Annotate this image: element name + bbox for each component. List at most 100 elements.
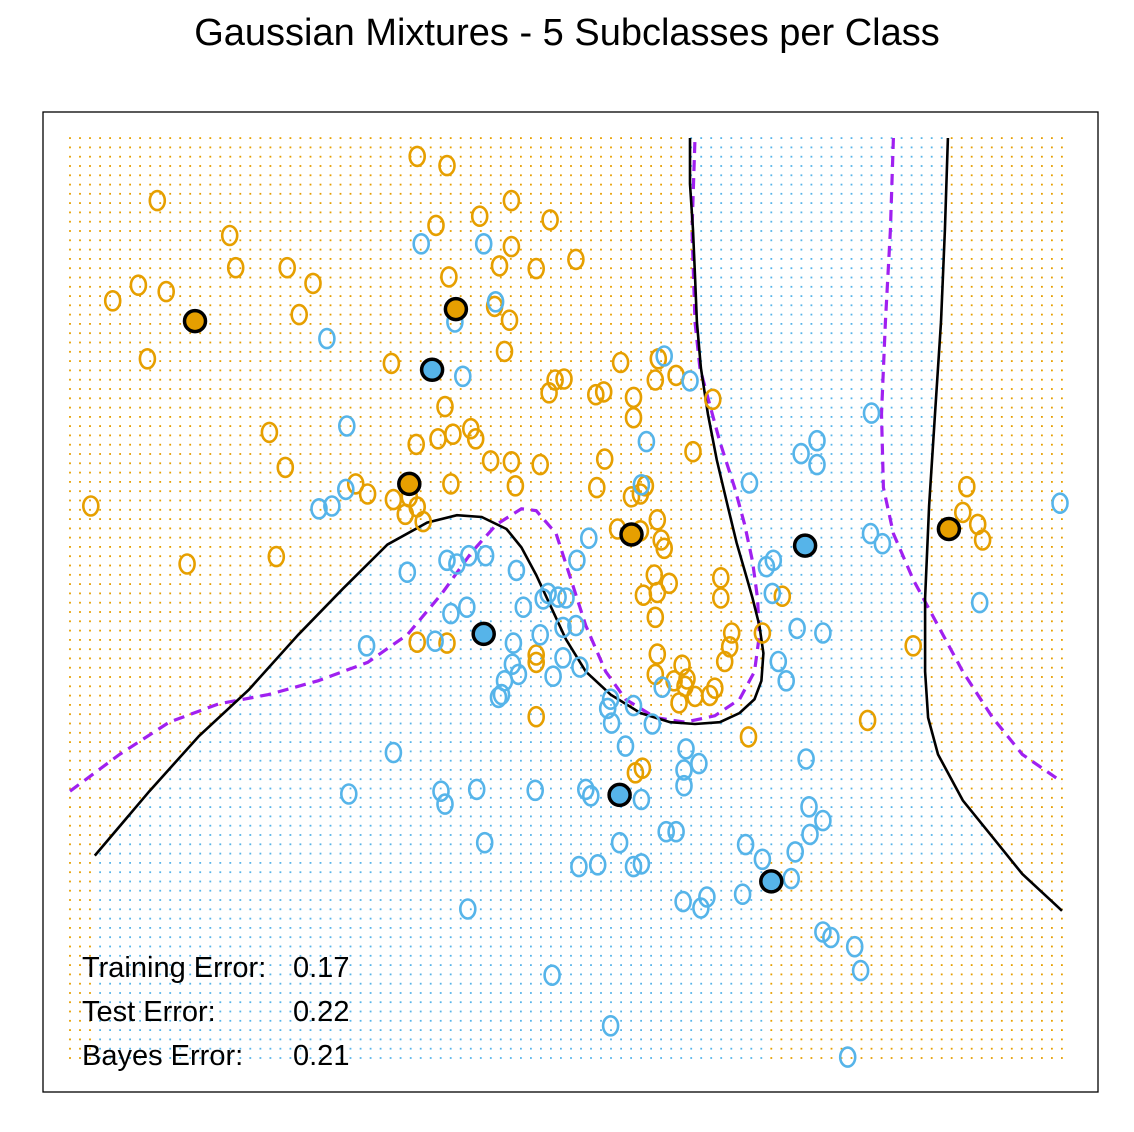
grid-dot xyxy=(189,704,192,706)
grid-dot xyxy=(309,796,312,799)
grid-dot xyxy=(199,573,202,576)
grid-dot xyxy=(369,583,372,585)
grid-dot xyxy=(319,871,322,874)
grid-dot xyxy=(479,666,482,669)
grid-dot xyxy=(399,731,402,734)
grid-dot xyxy=(289,536,292,539)
grid-dot xyxy=(309,183,312,186)
grid-dot xyxy=(119,462,121,465)
grid-dot xyxy=(429,397,432,400)
grid-dot xyxy=(99,453,101,455)
grid-dot xyxy=(149,397,152,400)
grid-dot xyxy=(489,1010,492,1013)
grid-dot xyxy=(249,313,252,316)
grid-dot xyxy=(89,490,91,493)
grid-dot xyxy=(169,406,172,409)
grid-dot xyxy=(239,936,242,939)
grid-dot xyxy=(279,202,282,204)
grid-dot xyxy=(489,230,492,232)
grid-dot xyxy=(409,313,412,316)
grid-dot xyxy=(459,666,462,669)
grid-dot xyxy=(209,834,212,836)
grid-dot xyxy=(349,174,352,177)
grid-dot xyxy=(269,146,272,149)
grid-dot xyxy=(499,323,502,325)
grid-dot xyxy=(229,462,232,465)
grid-dot xyxy=(79,871,81,874)
grid-dot xyxy=(339,982,342,985)
grid-dot xyxy=(329,155,332,158)
grid-dot xyxy=(249,639,252,641)
grid-dot xyxy=(69,778,71,781)
grid-dot xyxy=(229,927,232,929)
grid-dot xyxy=(169,536,172,539)
grid-dot xyxy=(520,852,522,855)
grid-dot xyxy=(119,481,121,483)
grid-dot xyxy=(459,676,462,678)
grid-dot xyxy=(119,1029,121,1031)
grid-dot xyxy=(409,434,412,437)
grid-dot xyxy=(349,657,352,660)
grid-dot xyxy=(449,295,452,297)
grid-dot xyxy=(249,676,252,678)
grid-dot xyxy=(219,759,222,762)
grid-dot xyxy=(359,834,362,836)
grid-dot xyxy=(109,992,111,994)
grid-dot xyxy=(339,778,342,781)
grid-dot xyxy=(299,871,302,874)
grid-dot xyxy=(339,973,342,976)
grid-dot xyxy=(199,657,202,660)
grid-dot xyxy=(429,917,432,920)
grid-dot xyxy=(259,230,262,232)
grid-dot xyxy=(379,332,382,335)
grid-dot xyxy=(459,388,462,390)
grid-dot xyxy=(149,936,152,939)
grid-dot xyxy=(119,648,121,651)
grid-dot xyxy=(69,657,71,660)
grid-dot xyxy=(299,908,302,911)
grid-dot xyxy=(399,583,402,585)
grid-dot xyxy=(509,713,512,716)
grid-dot xyxy=(339,230,342,232)
grid-dot xyxy=(369,639,372,641)
grid-dot xyxy=(499,964,502,966)
grid-dot xyxy=(79,713,81,716)
grid-dot xyxy=(550,787,552,790)
grid-dot xyxy=(520,1019,522,1022)
grid-dot xyxy=(399,462,402,465)
grid-dot xyxy=(169,964,172,966)
grid-dot xyxy=(109,499,111,502)
grid-dot xyxy=(149,843,152,846)
grid-dot xyxy=(530,155,532,158)
grid-dot xyxy=(259,267,262,270)
grid-dot xyxy=(209,704,212,706)
grid-dot xyxy=(530,285,532,288)
grid-dot xyxy=(239,183,242,186)
grid-dot xyxy=(139,508,141,511)
grid-dot xyxy=(79,927,81,929)
grid-dot xyxy=(189,583,192,585)
grid-dot xyxy=(499,973,502,976)
grid-dot xyxy=(189,973,192,976)
grid-dot xyxy=(509,388,512,390)
grid-dot xyxy=(129,954,131,957)
grid-dot xyxy=(369,155,372,158)
grid-dot xyxy=(199,973,202,976)
grid-dot xyxy=(189,258,192,260)
grid-dot xyxy=(239,499,242,502)
grid-dot xyxy=(469,750,472,753)
grid-dot xyxy=(399,285,402,288)
grid-dot xyxy=(479,1029,482,1031)
grid-dot xyxy=(540,462,542,465)
grid-dot xyxy=(439,1038,442,1041)
grid-dot xyxy=(249,1019,252,1022)
grid-dot xyxy=(379,471,382,474)
grid-dot xyxy=(459,285,462,288)
grid-dot xyxy=(209,1010,212,1013)
grid-dot xyxy=(289,295,292,297)
grid-dot xyxy=(419,174,422,177)
grid-dot xyxy=(479,852,482,855)
grid-dot xyxy=(179,592,182,595)
grid-dot xyxy=(309,648,312,651)
grid-dot xyxy=(99,564,101,567)
